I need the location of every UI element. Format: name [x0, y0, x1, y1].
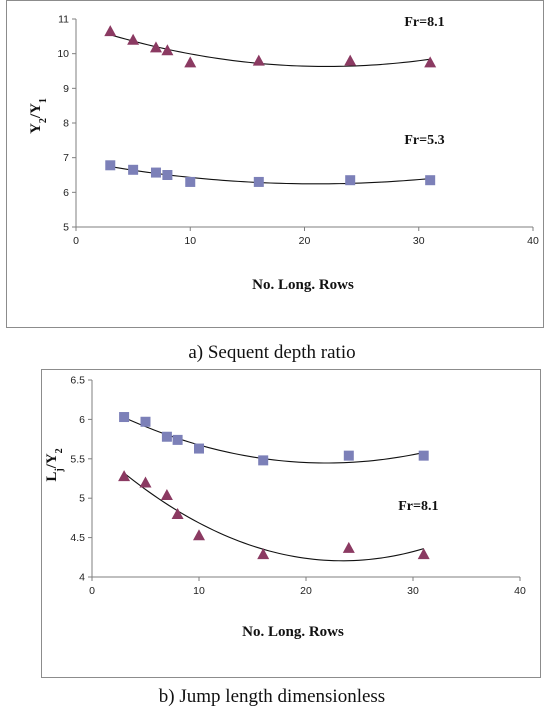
- panel-a-y-tick-label: 6: [63, 187, 69, 199]
- panel-a-square-point: [162, 170, 173, 180]
- panel-b-triangle-point: [342, 541, 355, 553]
- panel-a-triangle-point: [184, 56, 197, 68]
- panel-b-triangle-point: [160, 489, 173, 501]
- panel-b-plot: 4 4.5 5 5.5 6 6.5 0 10 20 30 40 Fr=8.1: [70, 375, 526, 598]
- panel-b-triangle-point: [257, 548, 270, 560]
- panel-b-x-tick-label: 30: [407, 585, 419, 597]
- panel-b-y-tick-label: 5.5: [70, 453, 85, 465]
- panel-b: 4 4.5 5 5.5 6 6.5 0 10 20 30 40 Fr=8.1 No. Long. Ro…: [41, 369, 541, 707]
- panel-a-square-point: [345, 175, 356, 186]
- panel-a-y-tick-label: 5: [63, 222, 69, 234]
- panel-a-square-point: [105, 160, 116, 171]
- panel-a-plot: 5 6 7 8 9 10 11 0 10 20 30 40 Fr=8.1 Fr=5.3: [57, 14, 539, 248]
- panel-a-trendline: [110, 34, 431, 68]
- panel-b-square-point: [140, 416, 151, 427]
- panel-b-froude-label: Fr=8.1: [398, 499, 438, 514]
- panel-b-y-tick-label: 4: [79, 572, 85, 584]
- panel-a-triangle-point: [424, 56, 437, 68]
- panel-a-triangle-point: [149, 41, 162, 53]
- panel-a-x-tick-label: 40: [527, 235, 539, 247]
- panel-b-triangle-point: [417, 548, 430, 560]
- panel-b-y-tick-label: 5: [79, 493, 85, 505]
- panel-b-x-tick-label: 20: [300, 585, 312, 597]
- panel-a-square-point: [253, 176, 264, 187]
- panel-a-y-tick-label: 10: [57, 48, 69, 60]
- panel-b-triangle-point: [193, 529, 205, 541]
- panel-a-square-point: [150, 167, 161, 178]
- panel-a-square-point: [185, 176, 196, 187]
- panel-a-froude-label: Fr=8.1: [404, 15, 444, 30]
- panel-a-y-axis-title: Y2/Y1: [28, 98, 49, 134]
- panel-b-triangle-point: [139, 476, 152, 488]
- panel-b-caption: b) Jump length dimensionless: [159, 686, 385, 707]
- panel-a-y-tick-label: 9: [63, 83, 69, 95]
- panel-b-square-point: [119, 412, 130, 423]
- panel-a-triangle-point: [161, 44, 174, 56]
- panel-a-y-tick-label: 8: [63, 118, 69, 130]
- panel-a-triangle-point: [252, 54, 265, 66]
- panel-a: 5 6 7 8 9 10 11 0 10 20 30 40 Fr=8.1 Fr=5.3 No. Long.…: [6, 0, 544, 363]
- panel-b-y-axis-title: Lj/Y2: [44, 448, 65, 481]
- panel-a-square-point: [128, 164, 139, 175]
- panel-b-square-point: [194, 443, 204, 454]
- panel-b-square-point: [172, 434, 183, 445]
- panel-a-x-tick-label: 30: [413, 235, 425, 247]
- panel-a-caption: a) Sequent depth ratio: [188, 342, 355, 363]
- panel-b-y-tick-label: 6.5: [70, 375, 85, 387]
- panel-b-square-point: [343, 450, 354, 461]
- panel-a-froude-label: Fr=5.3: [404, 133, 444, 148]
- panel-a-y-tick-label: 7: [63, 152, 69, 164]
- panel-b-trendline: [123, 472, 424, 562]
- panel-b-x-tick-label: 10: [193, 585, 205, 597]
- panel-b-triangle-point: [171, 507, 184, 519]
- panel-a-y-tick-label: 11: [58, 14, 69, 26]
- panel-a-square-point: [425, 175, 436, 186]
- panel-b-triangle-point: [118, 470, 131, 482]
- panel-b-x-tick-label: 40: [514, 585, 526, 597]
- panel-b-square-point: [161, 431, 172, 442]
- panel-a-triangle-point: [127, 33, 140, 45]
- panel-b-y-tick-label: 4.5: [70, 532, 85, 544]
- panel-b-x-tick-label: 0: [89, 585, 95, 597]
- panel-b-y-tick-label: 6: [79, 414, 85, 426]
- panel-b-x-axis-title: No. Long. Rows: [242, 624, 344, 640]
- panel-a-x-tick-label: 10: [184, 235, 196, 247]
- panel-a-x-axis-title: No. Long. Rows: [252, 277, 354, 293]
- panel-b-square-point: [258, 455, 269, 466]
- panel-a-frame: [6, 0, 544, 328]
- panel-a-x-tick-label: 0: [73, 235, 79, 247]
- panel-b-square-point: [418, 450, 429, 461]
- panel-a-triangle-point: [344, 54, 357, 66]
- panel-a-x-tick-label: 20: [299, 235, 311, 247]
- panel-a-triangle-point: [104, 25, 117, 37]
